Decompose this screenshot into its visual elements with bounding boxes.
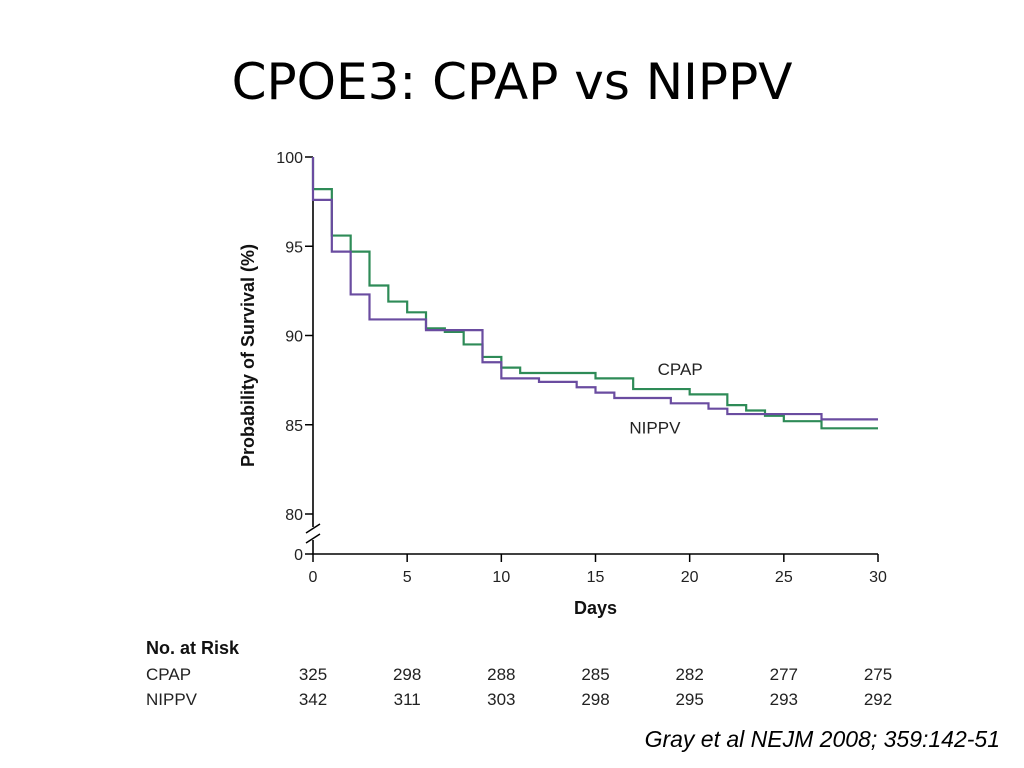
x-tick-label: 20 (681, 569, 699, 586)
slide-title: CPOE3: CPAP vs NIPPV (231, 53, 793, 111)
risk-row-label: NIPPV (146, 690, 198, 709)
x-tick-label: 15 (587, 569, 605, 586)
risk-row-label: CPAP (146, 665, 191, 684)
y-axis-title: Probability of Survival (%) (238, 244, 258, 467)
risk-cell: 285 (581, 665, 609, 684)
risk-cell: 311 (394, 690, 421, 709)
series-line-nippv (311, 157, 878, 421)
x-tick-label: 5 (403, 569, 412, 586)
risk-cell: 292 (864, 690, 892, 709)
y-tick-label: 90 (285, 329, 303, 346)
risk-cell: 298 (581, 690, 609, 709)
y-tick-label: 80 (285, 507, 303, 524)
risk-cell: 282 (675, 665, 703, 684)
risk-cell: 288 (487, 665, 515, 684)
series-label-nippv: NIPPV (629, 419, 681, 438)
risk-cell: 303 (487, 690, 515, 709)
y-tick-label: 100 (276, 150, 303, 167)
series-line-cpap (311, 157, 878, 430)
y-axis-break-mark (305, 533, 321, 544)
risk-table: No. at Risk CPAP 325 298 288 285 282 277 275 NIPP… (146, 638, 892, 709)
risk-cell: 298 (393, 665, 421, 684)
risk-table-title: No. at Risk (146, 638, 240, 658)
risk-cell: 295 (675, 690, 703, 709)
labels-layer: CPAP NIPPV (629, 360, 702, 438)
risk-cell: 325 (299, 665, 327, 684)
x-tick-label: 10 (492, 569, 510, 586)
citation: Gray et al NEJM 2008; 359:142-51 (644, 726, 1000, 752)
risk-cell: 293 (770, 690, 798, 709)
series-label-cpap: CPAP (658, 360, 703, 379)
chart-axes: 80 85 90 95 100 00 5 10 15 20 25 30 Days Probability … (238, 150, 887, 618)
x-axis-title: Days (574, 598, 617, 618)
y-axis-break-mark (305, 523, 321, 534)
x-tick-label: 30 (869, 569, 887, 586)
risk-cell: 275 (864, 665, 892, 684)
x-tick-label: 0 (309, 569, 318, 586)
series-layer (311, 157, 878, 430)
risk-cell: 277 (770, 665, 798, 684)
x-tick-label: 25 (775, 569, 793, 586)
risk-cell: 342 (299, 690, 327, 709)
y-tick-label: 0 (294, 547, 303, 564)
y-tick-label: 85 (285, 418, 303, 435)
y-tick-label: 95 (285, 239, 303, 256)
